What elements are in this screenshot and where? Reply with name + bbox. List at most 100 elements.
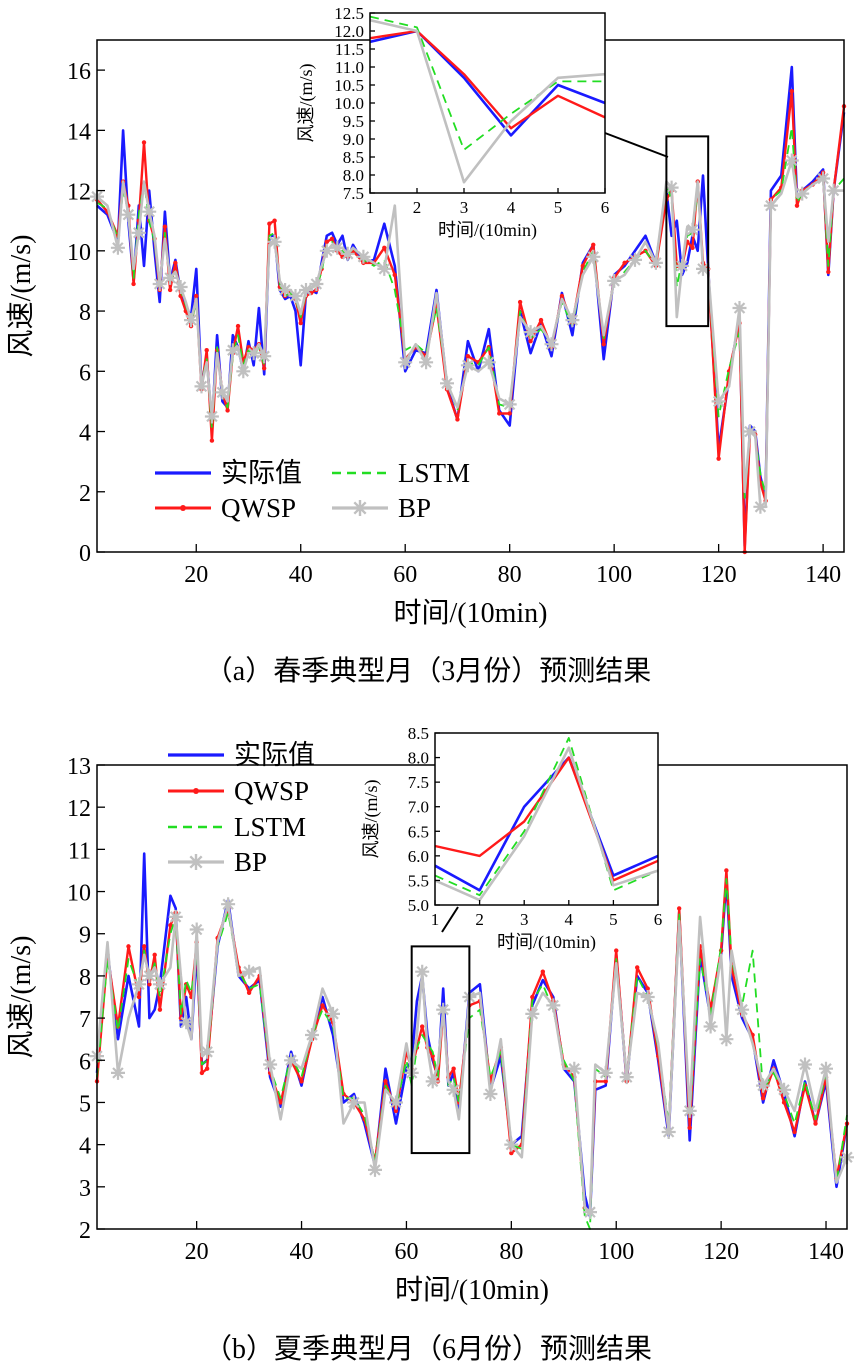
point-bp: [819, 1061, 833, 1076]
point-bp: [481, 355, 496, 370]
x-tick-label: 20: [184, 562, 208, 588]
y-axis-title: 风速/(m/s): [6, 235, 37, 358]
point-bp: [215, 385, 230, 400]
point-qwsp: [603, 1079, 608, 1084]
point-qwsp: [152, 952, 157, 958]
point-qwsp: [614, 948, 619, 953]
point-bp: [567, 1061, 582, 1076]
point-bp: [204, 409, 219, 424]
inset-y-axis-title: 风速/(m/s): [361, 779, 382, 858]
y-tick-label: 5.0: [408, 896, 429, 915]
x-tick-label: 2: [475, 910, 484, 929]
point-qwsp: [194, 293, 199, 299]
point-qwsp: [813, 1121, 818, 1126]
point-bp: [121, 207, 136, 222]
chart-b-summer: 20 40 60 80 100 120 1402345678910111213时间/(10m…: [6, 724, 854, 1365]
point-qwsp: [645, 986, 650, 991]
series-line-qwsp: [95, 869, 849, 1214]
y-tick-label: 6.0: [408, 847, 429, 866]
point-qwsp: [142, 944, 147, 949]
panel-caption: （a）春季典型月（3月份）预测结果: [205, 655, 651, 687]
point-bp: [110, 240, 125, 255]
x-tick-label: 6: [654, 910, 663, 929]
point-qwsp: [528, 338, 533, 344]
y-tick-label: 14: [67, 119, 91, 145]
point-qwsp: [465, 354, 471, 359]
x-tick-label: 1: [431, 910, 440, 929]
point-bp: [675, 258, 690, 273]
point-bp: [246, 346, 261, 361]
legend-label: 实际值: [234, 740, 315, 770]
y-tick-label: 16: [67, 59, 91, 85]
point-qwsp: [580, 263, 586, 269]
point-qwsp: [676, 906, 682, 911]
point-bp: [685, 222, 700, 237]
point-qwsp: [509, 1150, 514, 1156]
point-bp: [184, 313, 198, 328]
point-bp: [356, 249, 371, 264]
point-bp: [648, 255, 663, 270]
x-tick-label: 120: [703, 1239, 739, 1265]
point-bp: [377, 261, 392, 276]
zoom-box: [410, 945, 471, 1155]
y-tick-label: 4: [79, 421, 91, 447]
point-qwsp: [136, 994, 142, 1000]
point-bp: [598, 1065, 613, 1080]
point-qwsp: [235, 323, 241, 329]
point-bp: [132, 977, 146, 992]
x-tick-label: 80: [499, 1239, 523, 1265]
series-line-lstm: [369, 15, 605, 151]
x-tick-label: 60: [394, 1239, 418, 1265]
x-axis-title: 时间/(10min): [394, 597, 548, 629]
point-qwsp: [246, 990, 252, 995]
y-axis-title: 风速/(m/s): [6, 936, 37, 1059]
point-bp: [436, 1002, 451, 1017]
y-tick-label: 10.0: [334, 94, 364, 113]
y-tick-label: 2: [79, 481, 91, 507]
series-line-actual: [434, 756, 659, 892]
point-bp: [743, 424, 757, 439]
point-bp: [525, 1006, 540, 1021]
y-tick-label: 8.5: [343, 148, 364, 167]
y-tick-label: 2: [79, 1218, 91, 1244]
y-tick-label: 4: [79, 1134, 91, 1160]
y-tick-label: 7.5: [343, 184, 364, 203]
x-tick-label: 100: [596, 562, 632, 588]
point-bp: [142, 204, 157, 219]
point-qwsp: [393, 1108, 399, 1114]
point-bp: [640, 990, 655, 1004]
point-bp: [173, 280, 188, 294]
point-qwsp: [126, 944, 131, 949]
point-qwsp: [147, 982, 152, 987]
point-bp: [661, 1125, 676, 1139]
y-tick-label: 12.5: [334, 4, 364, 23]
point-bp: [278, 283, 293, 297]
point-qwsp: [724, 868, 729, 873]
series-line-bp: [369, 18, 606, 184]
legend-label: LSTM: [234, 812, 306, 842]
y-tick-label: 10.5: [334, 76, 364, 95]
y-tick-label: 5: [79, 1091, 91, 1117]
point-bp: [544, 337, 559, 352]
point-bp: [703, 1019, 718, 1034]
legend-marker-bp: [352, 500, 368, 516]
point-qwsp: [826, 269, 831, 275]
inset-chart: 1 2 3 4 5 67.58.08.59.09.510.010.511.011.512.…: [296, 4, 609, 241]
y-tick-label: 7: [79, 1007, 91, 1033]
point-qwsp: [320, 1003, 325, 1008]
y-tick-label: 8: [79, 965, 91, 991]
point-qwsp: [225, 408, 230, 413]
point-bp: [756, 1078, 771, 1093]
point-qwsp: [430, 1053, 435, 1059]
y-tick-label: 12: [67, 796, 91, 822]
point-qwsp: [329, 236, 335, 241]
y-tick-label: 10: [67, 881, 91, 907]
point-bp: [194, 379, 209, 394]
point-bp: [168, 909, 183, 924]
legend-label: BP: [398, 493, 431, 523]
point-qwsp: [687, 1125, 692, 1130]
point-bp: [200, 1044, 215, 1059]
y-tick-label: 10: [67, 240, 91, 266]
x-tick-label: 5: [609, 910, 618, 929]
point-bp: [299, 283, 313, 297]
